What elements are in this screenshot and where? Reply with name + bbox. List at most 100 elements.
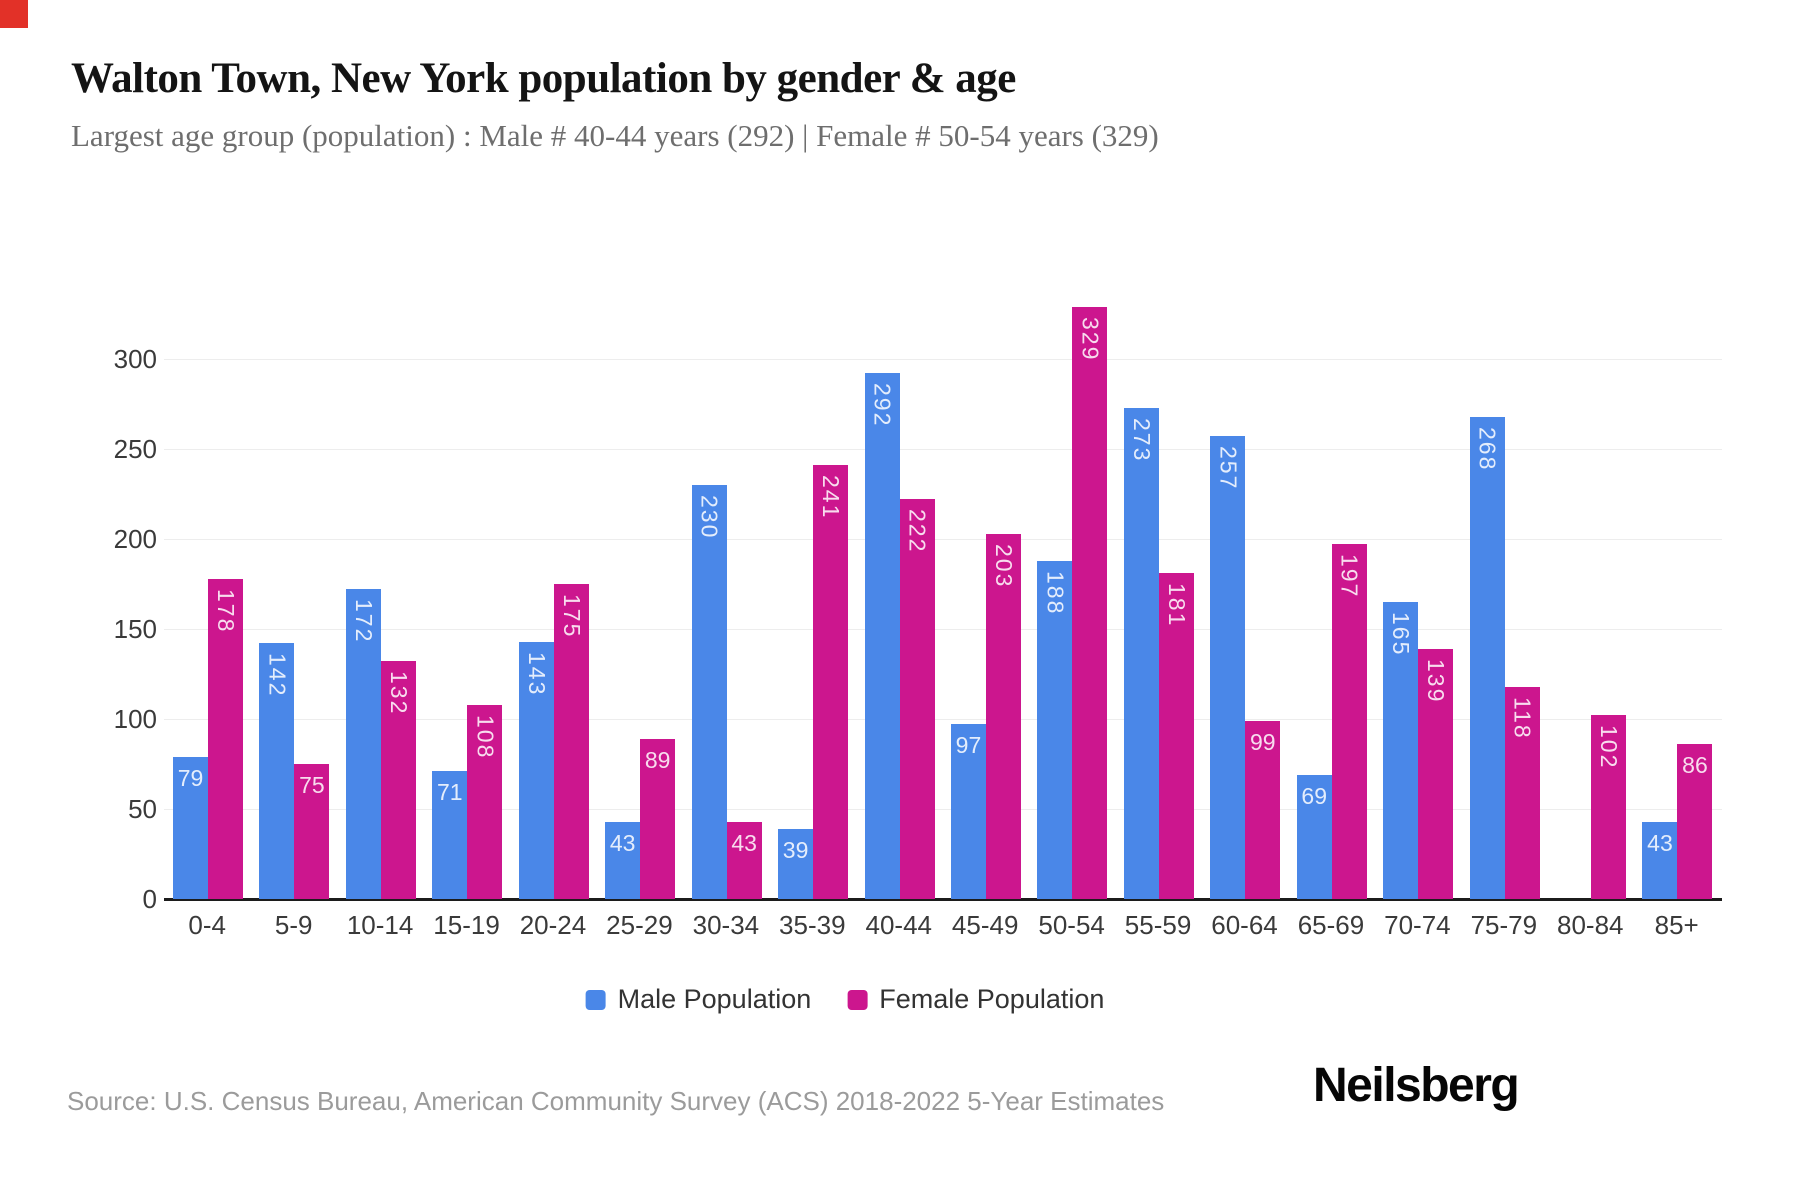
bar-female[interactable]: 203 [985, 533, 1021, 899]
x-tick-label: 60-64 [1211, 910, 1278, 940]
bar-male[interactable]: 292 [864, 373, 900, 899]
bar-male[interactable]: 79 [173, 756, 208, 899]
bar-male[interactable]: 97 [950, 724, 986, 899]
bar-value-label: 143 [523, 651, 550, 696]
x-tick-label: 55-59 [1124, 910, 1192, 940]
bar-female[interactable]: 99 [1245, 720, 1281, 899]
bar-female[interactable]: 118 [1504, 686, 1540, 899]
legend-female-swatch-icon[interactable] [847, 989, 868, 1010]
legend-female-label[interactable]: Female Population [879, 984, 1105, 1014]
bar-value-label: 39 [782, 836, 809, 863]
bar-value-label: 292 [869, 383, 896, 428]
bar-male[interactable]: 39 [778, 828, 814, 899]
bar-male[interactable]: 172 [345, 589, 381, 899]
bar-value-label: 79 [177, 764, 204, 791]
x-tick-label: 45-49 [951, 910, 1019, 940]
bar-male[interactable]: 230 [691, 485, 727, 899]
bar-value-label: 69 [1301, 782, 1328, 809]
bar-value-label: 142 [264, 653, 291, 698]
bar-value-label: 118 [1509, 696, 1536, 740]
bar-female[interactable]: 108 [467, 704, 503, 899]
bar-value-label: 97 [955, 732, 982, 759]
bar-male[interactable]: 142 [259, 643, 295, 899]
bar-value-label: 165 [1388, 612, 1415, 657]
x-tick-label: 20-24 [519, 910, 587, 940]
x-tick-label: 80-84 [1557, 910, 1624, 940]
bar-female[interactable]: 181 [1158, 573, 1194, 899]
x-tick-label: 5-9 [274, 910, 313, 940]
bar-value-label: 172 [350, 599, 377, 644]
bar-value-label: 175 [558, 594, 585, 639]
bar-female[interactable]: 132 [380, 661, 416, 899]
gridline-250 [164, 449, 1722, 450]
neilsberg-logo: Neilsberg [1313, 1059, 1520, 1112]
bar-female[interactable]: 75 [294, 764, 330, 899]
x-tick-label: 25-29 [606, 910, 673, 940]
bar-male[interactable]: 143 [518, 641, 554, 899]
x-tick-label: 85+ [1654, 910, 1699, 940]
y-tick-label: 250 [113, 434, 157, 464]
bar-female[interactable]: 86 [1677, 744, 1713, 899]
bar-female[interactable]: 175 [553, 584, 589, 899]
bar-value-label: 197 [1336, 554, 1363, 599]
source-attribution: Source: U.S. Census Bureau, American Com… [67, 1086, 1165, 1116]
legend-male-label[interactable]: Male Population [617, 984, 812, 1014]
chart-title: Walton Town, New York population by gend… [71, 55, 1016, 102]
bar-male[interactable]: 273 [1123, 407, 1159, 899]
legend: Male Population Female Population [585, 984, 1105, 1015]
bar-female[interactable]: 329 [1072, 306, 1108, 899]
bar-value-label: 329 [1077, 316, 1104, 362]
bar-value-label: 273 [1128, 417, 1155, 462]
bar-female[interactable]: 89 [640, 738, 676, 899]
bar-female[interactable]: 178 [208, 578, 243, 899]
bar-male[interactable]: 69 [1296, 774, 1332, 899]
bar-value-label: 43 [1647, 829, 1673, 856]
bar-female[interactable]: 139 [1418, 648, 1454, 899]
y-tick-label: 200 [113, 524, 157, 554]
bar-female[interactable]: 222 [899, 499, 935, 899]
bar-value-label: 86 [1682, 752, 1708, 779]
red-corner-marker [0, 0, 28, 28]
bar-male[interactable]: 268 [1469, 416, 1505, 899]
bar-female[interactable]: 102 [1591, 715, 1627, 899]
gridline-200 [164, 539, 1722, 540]
bar-value-label: 99 [1249, 728, 1276, 755]
x-axis-line [164, 898, 1722, 901]
x-tick-label: 15-19 [433, 910, 500, 940]
bar-male[interactable]: 43 [1642, 821, 1678, 899]
x-tick-label: 0-4 [188, 910, 226, 940]
bar-female[interactable]: 43 [726, 821, 762, 899]
y-tick-label: 100 [113, 704, 157, 734]
bar-female[interactable]: 241 [813, 465, 849, 899]
chart-subtitle: Largest age group (population) : Male # … [71, 118, 1159, 153]
bar-value-label: 178 [213, 588, 239, 633]
x-tick-label: 10-14 [346, 910, 414, 940]
bar-female[interactable]: 197 [1331, 544, 1367, 899]
bar-value-label: 132 [385, 671, 412, 716]
x-tick-label: 30-34 [692, 910, 760, 940]
bar-male[interactable]: 188 [1037, 560, 1073, 899]
bar-male[interactable]: 43 [605, 821, 641, 899]
bar-male[interactable]: 257 [1210, 436, 1246, 899]
gridline-300 [164, 359, 1722, 360]
x-tick-label: 35-39 [779, 910, 846, 940]
bar-value-label: 139 [1423, 658, 1450, 704]
x-tick-label: 40-44 [865, 910, 932, 940]
y-tick-label: 300 [113, 344, 157, 374]
bar-value-label: 89 [644, 746, 671, 773]
bar-value-label: 230 [696, 495, 723, 540]
gridline-100 [164, 719, 1722, 720]
bar-value-label: 241 [818, 475, 845, 520]
bar-value-label: 257 [1215, 446, 1242, 491]
gridline-50 [164, 809, 1722, 810]
bar-value-label: 268 [1474, 426, 1501, 471]
bar-value-label: 102 [1596, 725, 1623, 770]
legend-male-swatch-icon[interactable] [585, 989, 606, 1010]
bar-value-label: 43 [609, 829, 636, 856]
y-tick-label: 50 [128, 794, 157, 824]
y-tick-label: 0 [142, 884, 157, 914]
bar-male[interactable]: 71 [432, 771, 468, 899]
bar-male[interactable]: 165 [1383, 602, 1419, 899]
